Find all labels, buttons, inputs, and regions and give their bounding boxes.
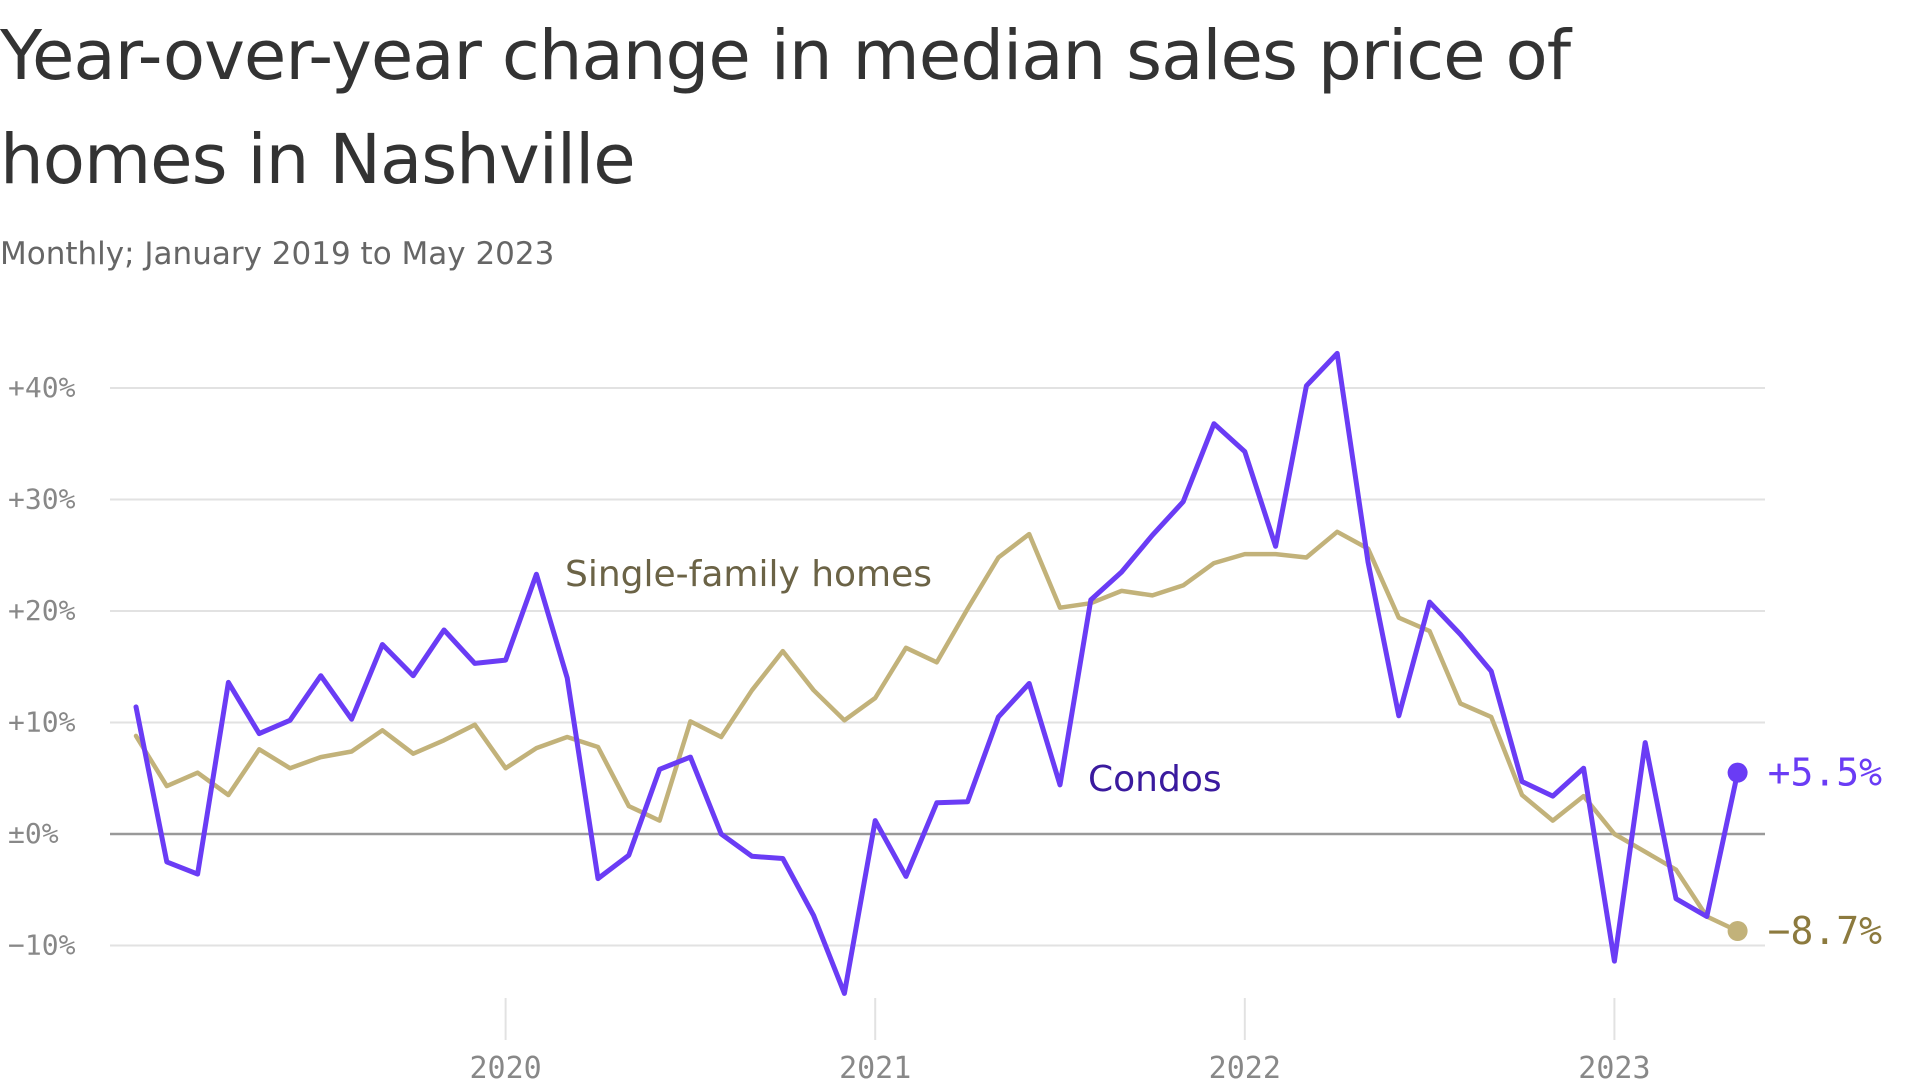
x-tick-label: 2023 bbox=[1578, 1051, 1650, 1080]
y-tick-label: +40% bbox=[8, 371, 76, 404]
condos-label: Condos bbox=[1088, 759, 1222, 800]
condos-end-point bbox=[1727, 762, 1748, 783]
y-tick-label: −10% bbox=[8, 929, 76, 962]
y-tick-label: +20% bbox=[8, 594, 76, 627]
y-tick-label: +10% bbox=[8, 706, 76, 739]
y-tick-label: +30% bbox=[8, 483, 76, 516]
x-tick-label: 2020 bbox=[469, 1051, 541, 1080]
condos-line bbox=[133, 350, 1741, 996]
single-family-label: Single-family homes bbox=[565, 554, 932, 595]
condos-end-label: +5.5% bbox=[1768, 751, 1883, 795]
single-family-line bbox=[133, 529, 1740, 934]
x-tick-label: 2021 bbox=[839, 1051, 911, 1080]
single-family-end-point bbox=[1727, 921, 1748, 942]
x-tick-label: 2022 bbox=[1209, 1051, 1281, 1080]
chart-subtitle: Monthly; January 2019 to May 2023 bbox=[0, 236, 555, 272]
chart-title: Year-over-year change in median sales pr… bbox=[0, 16, 1571, 200]
y-tick-label: ±0% bbox=[8, 817, 59, 850]
single-family-end-label: −8.7% bbox=[1768, 909, 1883, 953]
